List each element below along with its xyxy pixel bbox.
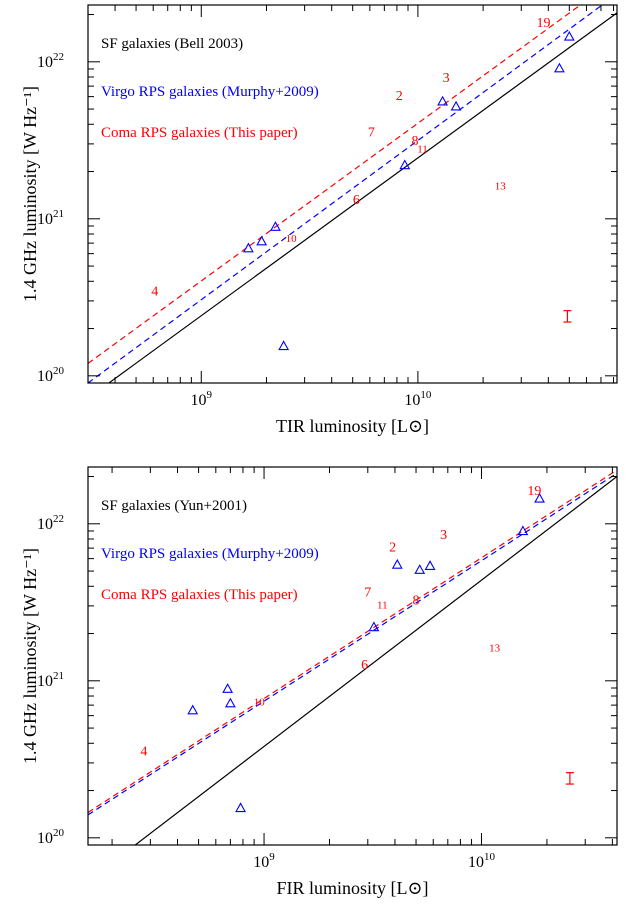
virgo-triangle-marker	[222, 683, 234, 693]
legend-entry: Virgo RPS galaxies (Murphy+2009)	[101, 84, 319, 100]
x-axis-title: FIR luminosity [L⊙]	[276, 878, 428, 898]
virgo-triangle-marker	[553, 62, 565, 73]
legend-entry: SF galaxies (Yun+2001)	[101, 498, 247, 514]
virgo-triangle-marker	[278, 340, 290, 351]
virgo-triangle-marker	[256, 235, 268, 246]
legend-entry: SF galaxies (Bell 2003)	[101, 36, 243, 52]
y-tick-exponent: 20	[53, 827, 65, 839]
virgo-triangle-marker	[235, 802, 247, 813]
coma-point-label: 8	[413, 594, 420, 609]
y-tick-label: 1022	[37, 513, 64, 533]
sf-relation-line	[107, 12, 617, 383]
virgo-triangle-marker	[534, 492, 546, 503]
y-tick-label: 1020	[37, 827, 65, 847]
y-tick-exponent: 21	[53, 670, 64, 682]
plot-area: 19 3 2 7 8 11 13 6 10 4	[88, 469, 617, 845]
virgo-triangle-marker	[424, 560, 436, 570]
coma-point-label: 6	[361, 658, 368, 673]
legend-entry: Virgo RPS galaxies (Murphy+2009)	[101, 546, 319, 562]
sf-relation-line	[134, 476, 617, 845]
coma-point-label: 7	[364, 586, 371, 601]
x-tick-exponent: 9	[207, 389, 213, 401]
coma-point-label: 7	[368, 126, 375, 141]
panel-fir: 19 3 2 7 8 11 13 6 10 4 SF galaxies (Yun+2001) Virg…	[20, 466, 618, 898]
y-tick-exponent: 22	[53, 513, 64, 525]
virgo-triangle-marker	[450, 100, 462, 111]
x-tick-exponent: 9	[269, 851, 275, 863]
x-tick-label: 109	[191, 389, 213, 409]
coma-point-label: 10	[286, 233, 298, 245]
x-tick-label: 109	[253, 851, 275, 871]
coma-point-label: 2	[396, 89, 403, 104]
y-tick-label: 1020	[37, 365, 65, 385]
plot-frame	[87, 466, 618, 846]
coma-point-label: 2	[389, 540, 396, 555]
coma-point-label: 11	[417, 143, 428, 155]
x-tick-label: 1010	[468, 851, 496, 871]
virgo-relation-line	[88, 472, 617, 816]
coma-relation-line	[88, 5, 582, 364]
coma-point-label: 6	[353, 193, 360, 208]
coma-point-label: 13	[495, 180, 507, 192]
virgo-triangle-marker	[437, 95, 449, 106]
legend-entry: Coma RPS galaxies (This paper)	[101, 587, 298, 603]
y-axis-title: 1.4 GHz luminosity [W Hz⁻¹]	[20, 548, 40, 764]
x-axis-title: TIR luminosity [L⊙]	[276, 416, 429, 436]
coma-point-label: 19	[536, 16, 550, 31]
y-tick-label: 1021	[37, 670, 64, 690]
x-tick-label: 1010	[404, 389, 432, 409]
virgo-triangle-marker	[224, 697, 236, 708]
y-tick-label: 1022	[37, 51, 64, 71]
panel-tir: 19 3 2 7 811 13 6 10 4 SF galaxies (Bell 2003) Vir…	[20, 4, 618, 436]
coma-point-label: 4	[151, 285, 158, 300]
coma-point-label: 3	[443, 71, 450, 86]
y-tick-label: 1021	[37, 208, 64, 228]
x-tick-exponent: 10	[484, 851, 496, 863]
y-tick-exponent: 20	[53, 365, 65, 377]
coma-point-label: 3	[440, 528, 447, 543]
coma-point-label: 8	[412, 134, 419, 149]
coma-point-label: 4	[140, 745, 147, 760]
coma-point-label: 13	[489, 642, 501, 654]
y-axis-title: 1.4 GHz luminosity [W Hz⁻¹]	[20, 86, 40, 302]
x-tick-exponent: 10	[420, 389, 432, 401]
plot-area: 19 3 2 7 811 13 6 10 4	[88, 5, 617, 383]
virgo-triangle-marker	[563, 30, 575, 41]
virgo-triangle-marker	[414, 564, 426, 574]
coma-relation-line	[88, 469, 617, 813]
y-tick-exponent: 21	[53, 208, 64, 220]
coma-point-label: 10	[254, 697, 266, 709]
virgo-triangle-marker	[187, 704, 199, 715]
coma-point-label: 11	[377, 599, 388, 611]
virgo-triangle-marker	[391, 558, 403, 569]
virgo-relation-line	[88, 5, 604, 383]
y-tick-exponent: 22	[53, 51, 64, 63]
virgo-triangle-marker	[399, 159, 411, 170]
virgo-triangle-marker	[517, 525, 529, 536]
coma-point-label: 19	[527, 484, 541, 499]
virgo-triangle-marker	[270, 221, 281, 231]
legend-entry: Coma RPS galaxies (This paper)	[101, 125, 298, 141]
virgo-triangle-marker	[368, 621, 380, 632]
virgo-triangle-marker	[242, 242, 254, 253]
